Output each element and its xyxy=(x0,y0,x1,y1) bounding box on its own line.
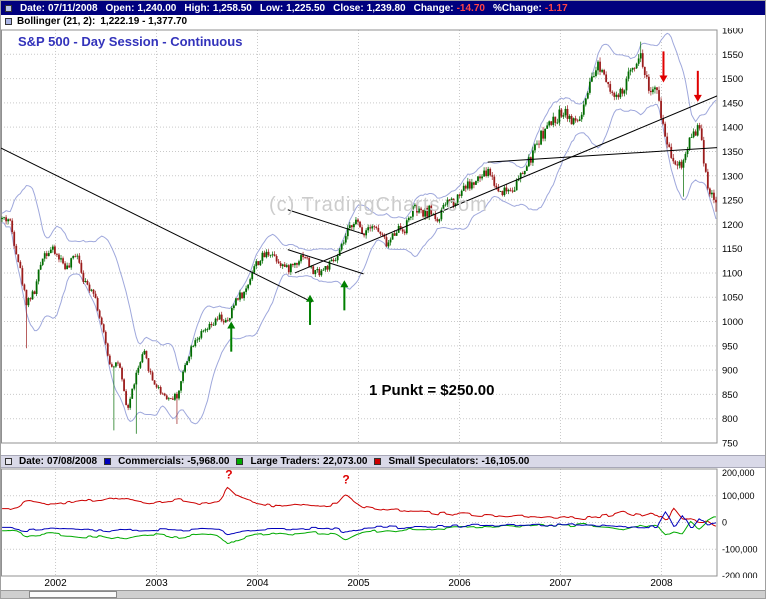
chart-title: S&P 500 - Day Session - Continuous xyxy=(18,34,243,49)
bollinger-bar: Bollinger (21, 2): 1,222.19 - 1,377.70 xyxy=(1,15,765,28)
x-axis-year-label: 2006 xyxy=(448,578,471,589)
svg-text:1150: 1150 xyxy=(722,244,742,255)
svg-text:-200,000: -200,000 xyxy=(722,571,758,578)
svg-text:200,000: 200,000 xyxy=(722,468,755,478)
svg-text:1450: 1450 xyxy=(722,98,743,109)
svg-text:?: ? xyxy=(225,468,232,481)
point-value-annotation: 1 Punkt = $250.00 xyxy=(369,382,495,399)
ohlc-low: Low: 1,225.50 xyxy=(259,2,326,14)
x-axis-year-label: 2008 xyxy=(650,578,673,589)
cot-chart-canvas: -200,000 -100,000 0 100,000 200,000?? xyxy=(1,468,758,578)
cot-small-speculators: Small Speculators: -16,105.00 xyxy=(388,456,530,467)
svg-text:1600: 1600 xyxy=(722,28,743,37)
cot-date: Date: 07/08/2008 xyxy=(19,456,98,467)
svg-text:1550: 1550 xyxy=(722,50,743,61)
svg-text:1350: 1350 xyxy=(722,147,743,158)
cot-commercials: Commercials: -5,968.00 xyxy=(118,456,230,467)
bottom-scrollbar[interactable] xyxy=(1,590,765,598)
x-axis-year-label: 2007 xyxy=(549,578,572,589)
svg-text:850: 850 xyxy=(722,390,738,401)
ohlc-high: High: 1,258.50 xyxy=(184,2,252,14)
svg-text:1250: 1250 xyxy=(722,196,743,207)
svg-text:1300: 1300 xyxy=(722,171,743,182)
cot-large-traders: Large Traders: 22,073.00 xyxy=(250,456,368,467)
x-axis-year-label: 2002 xyxy=(44,578,67,589)
large-traders-swatch-icon xyxy=(236,458,244,465)
svg-text:0: 0 xyxy=(722,518,727,528)
spacer xyxy=(1,449,765,455)
svg-text:800: 800 xyxy=(722,414,738,425)
svg-text:100,000: 100,000 xyxy=(722,491,755,501)
svg-text:750: 750 xyxy=(722,439,738,450)
cot-legend-bar: Date: 07/08/2008 Commercials: -5,968.00 La… xyxy=(1,455,765,468)
svg-text:950: 950 xyxy=(722,341,738,352)
watermark: (c) TradingCharts.com xyxy=(269,194,488,216)
main-chart-area: 750 800 850 900 950 1000 1050 1100 1150 1200 1250 1… xyxy=(1,28,765,449)
x-axis-year-label: 2004 xyxy=(246,578,269,589)
svg-text:900: 900 xyxy=(722,366,738,377)
bollinger-swatch-icon xyxy=(5,18,12,25)
svg-text:1000: 1000 xyxy=(722,317,743,328)
bollinger-label: Bollinger (21, 2): xyxy=(17,16,96,27)
ohlc-close: Close: 1,239.80 xyxy=(333,2,406,14)
svg-text:1100: 1100 xyxy=(722,268,742,279)
price-chart-canvas: 750 800 850 900 950 1000 1050 1100 1150 1200 1250 1… xyxy=(1,28,743,450)
cot-date-swatch-icon xyxy=(5,458,12,465)
ohlc-change: Change: -14.70 xyxy=(413,2,485,14)
svg-text:1500: 1500 xyxy=(722,74,743,85)
ohlc-date: Date: 07/11/2008 xyxy=(20,2,98,14)
bollinger-value: 1,222.19 - 1,377.70 xyxy=(100,16,188,27)
commercials-swatch-icon xyxy=(104,458,112,465)
svg-text:-100,000: -100,000 xyxy=(722,544,758,554)
ohlc-pct-change: %Change: -1.17 xyxy=(492,2,568,14)
svg-text:1050: 1050 xyxy=(722,293,743,304)
x-axis-year-label: 2005 xyxy=(347,578,370,589)
ohlc-open: Open: 1,240.00 xyxy=(105,2,177,14)
scrollbar-thumb[interactable] xyxy=(29,591,117,598)
svg-text:1200: 1200 xyxy=(722,220,743,231)
svg-text:?: ? xyxy=(342,473,349,487)
svg-text:1400: 1400 xyxy=(722,123,743,134)
x-axis: 2002 2003 2004 2005 2006 2007 2008 xyxy=(1,578,765,590)
ohlc-header-bar: Date: 07/11/2008 Open: 1,240.00 High: 1,258… xyxy=(1,1,765,15)
x-axis-year-label: 2003 xyxy=(145,578,168,589)
small-speculators-swatch-icon xyxy=(374,458,382,465)
ohlc-swatch-icon xyxy=(5,4,12,12)
